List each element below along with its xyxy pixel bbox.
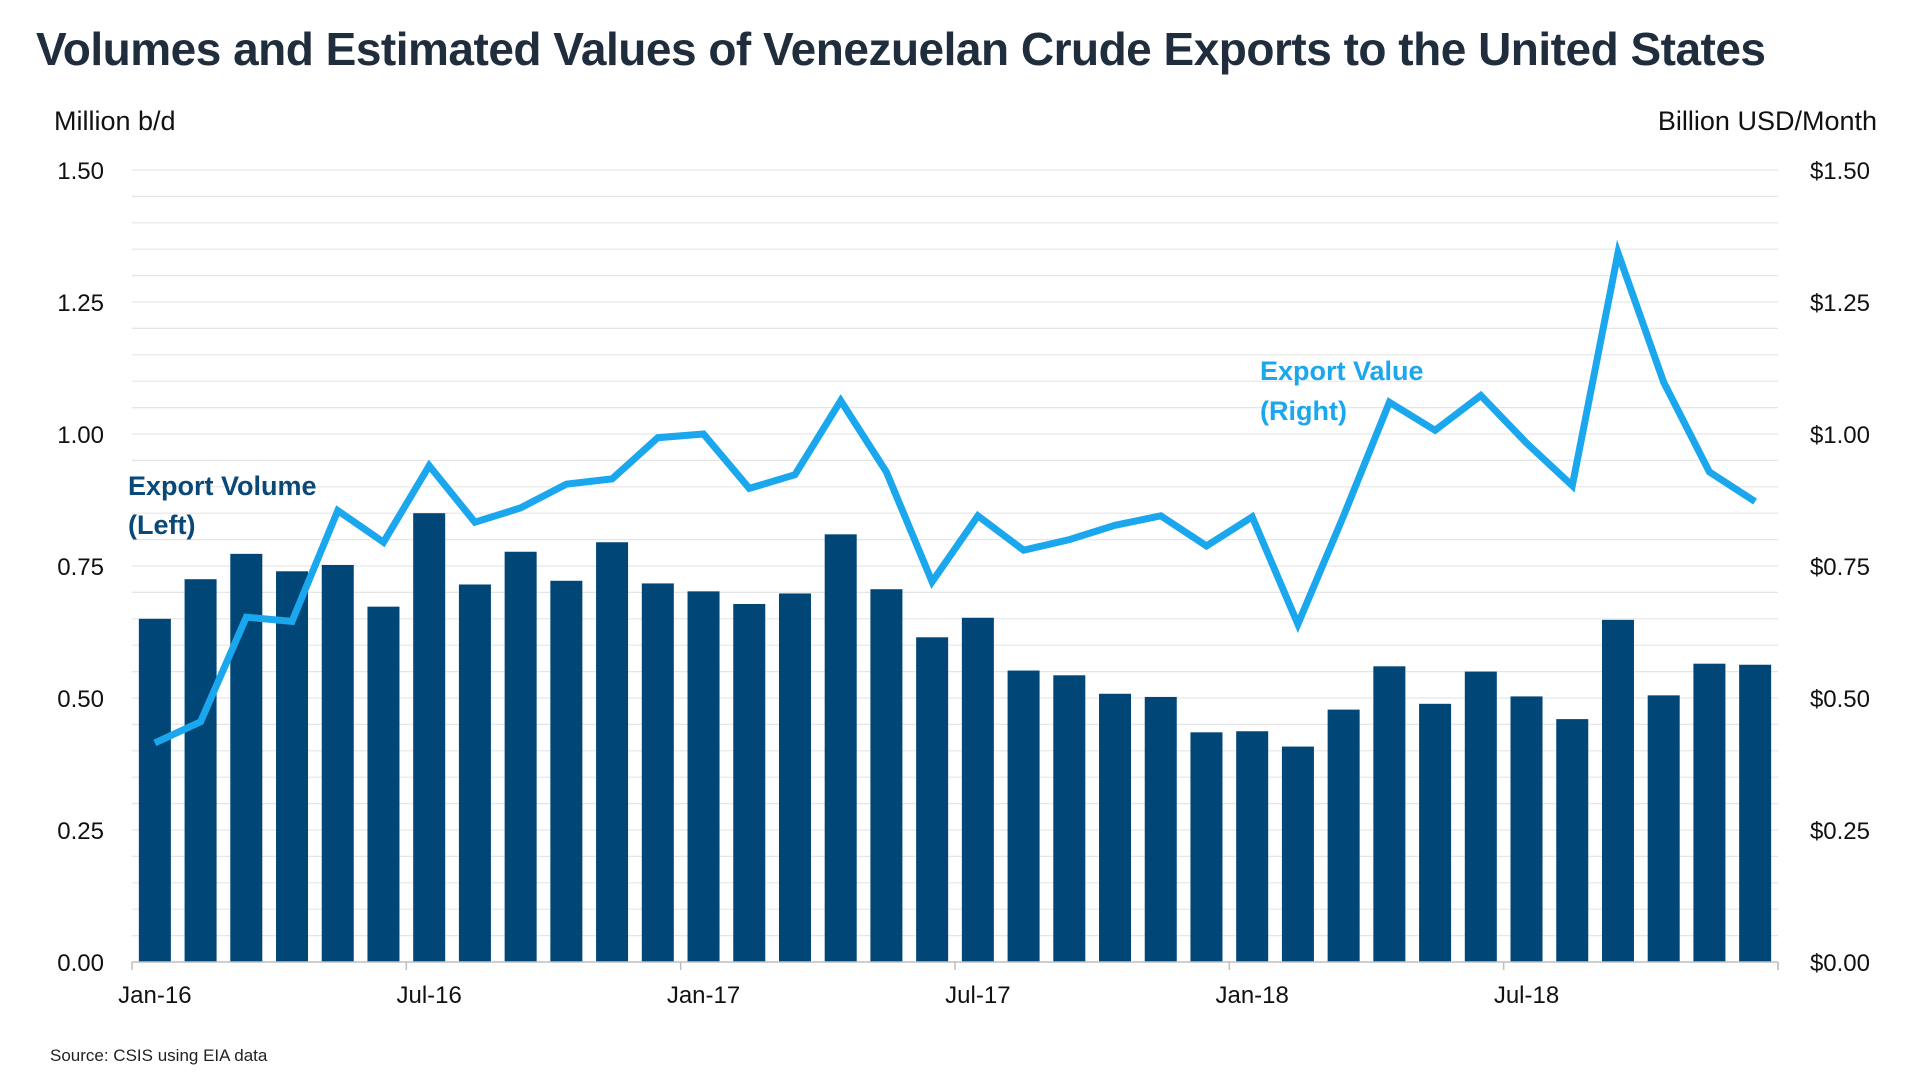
y-right-tick-label: $0.50 — [1810, 686, 1870, 713]
volume-bar — [1236, 731, 1269, 962]
volume-bar — [1190, 732, 1223, 962]
volume-bar — [1419, 703, 1452, 962]
chart-title: Volumes and Estimated Values of Venezuel… — [36, 23, 1766, 75]
volume-bar — [870, 589, 903, 962]
volume-bar — [1281, 746, 1314, 962]
volume-bar — [1373, 666, 1406, 962]
volume-bar — [778, 593, 811, 962]
volume-bar — [138, 618, 171, 962]
volume-bar — [1327, 709, 1360, 962]
volume-bar — [596, 542, 629, 962]
volume-bar — [961, 617, 994, 962]
volume-bar — [321, 564, 354, 962]
volume-bar — [550, 580, 583, 962]
volume-bar — [504, 551, 537, 962]
volume-bar — [687, 591, 720, 962]
volume-bar — [1510, 696, 1543, 962]
volume-bar — [1053, 675, 1086, 962]
y-left-tick-label: 0.50 — [57, 686, 104, 713]
volume-bar — [184, 579, 217, 962]
volume-bar — [916, 637, 949, 962]
volume-bar — [1099, 693, 1132, 962]
x-tick-label: Jul-18 — [1494, 982, 1559, 1009]
gridlines — [132, 169, 1778, 937]
export-volume-axis-note: (Left) — [128, 510, 195, 540]
volume-bar — [1647, 695, 1680, 962]
volume-bar — [824, 534, 857, 962]
volume-bar — [1601, 619, 1634, 962]
axes: 0.00 0.25 0.50 0.75 1.00 1.25 1.50 $0.00 $0.25 $0… — [57, 158, 1870, 1009]
x-tick-label: Jan-16 — [118, 982, 191, 1009]
volume-bar — [641, 583, 674, 962]
volume-bar — [367, 606, 400, 962]
export-value-axis-note: (Right) — [1260, 396, 1347, 426]
volume-bar — [458, 584, 491, 962]
export-volume-label: Export Volume — [128, 471, 317, 501]
source-note: Source: CSIS using EIA data — [50, 1046, 268, 1065]
y-left-tick-label: 1.25 — [57, 290, 104, 317]
y-left-tick-label: 0.25 — [57, 818, 104, 845]
y-right-tick-label: $0.00 — [1810, 950, 1870, 977]
volume-bar — [1007, 670, 1040, 962]
x-tick-label: Jan-17 — [667, 982, 740, 1009]
export-value-label: Export Value — [1260, 356, 1424, 386]
export-value-line — [153, 239, 1758, 747]
y-left-tick-label: 0.00 — [57, 950, 104, 977]
y-right-tick-label: $1.25 — [1810, 290, 1870, 317]
x-tick-label: Jan-18 — [1215, 982, 1288, 1009]
y-right-tick-label: $0.75 — [1810, 554, 1870, 581]
y-left-tick-label: 1.50 — [57, 158, 104, 185]
left-axis-title: Million b/d — [54, 106, 176, 136]
x-tick-label: Jul-16 — [397, 982, 462, 1009]
volume-bar — [1739, 664, 1772, 962]
y-right-tick-label: $1.00 — [1810, 422, 1870, 449]
volume-bar — [276, 571, 309, 962]
y-left-tick-label: 1.00 — [57, 422, 104, 449]
y-left-tick-label: 0.75 — [57, 554, 104, 581]
volume-bar — [1464, 671, 1497, 962]
volume-bar — [1556, 719, 1589, 962]
volume-bar — [413, 513, 446, 962]
x-tick-label: Jul-17 — [945, 982, 1010, 1009]
right-axis-title: Billion USD/Month — [1658, 106, 1877, 136]
y-right-tick-label: $1.50 — [1810, 158, 1870, 185]
volume-bar — [733, 604, 766, 962]
y-right-tick-label: $0.25 — [1810, 818, 1870, 845]
volume-bars — [138, 513, 1772, 962]
volume-bar — [1693, 663, 1726, 962]
value-line-layer — [153, 239, 1758, 747]
volume-bar — [1144, 696, 1177, 962]
